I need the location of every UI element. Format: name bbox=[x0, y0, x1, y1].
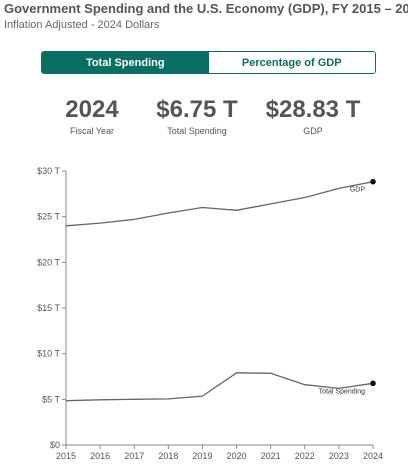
fiscal-year-value: 2024 bbox=[65, 96, 119, 123]
y-axis: $0 $5 T $10 T $15 T $20 T $25 T $30 T bbox=[37, 166, 67, 450]
gdp-endpoint-marker[interactable] bbox=[370, 178, 376, 185]
gdp-series-line bbox=[65, 181, 374, 227]
y-tick-label: $15 T bbox=[37, 303, 60, 313]
total-spending-endpoint-marker[interactable] bbox=[370, 380, 376, 387]
gdp-stat: $28.83 T GDP bbox=[258, 96, 368, 136]
fiscal-year-stat: 2024 Fiscal Year bbox=[37, 96, 147, 136]
y-tick-label: $20 T bbox=[37, 257, 60, 267]
gdp-value: $28.83 T bbox=[265, 96, 361, 123]
x-tick-label: 2019 bbox=[192, 451, 212, 461]
page-subtitle: Inflation Adjusted - 2024 Dollars bbox=[4, 19, 160, 31]
view-toggle: Total Spending Percentage of GDP bbox=[41, 51, 376, 74]
gdp-label: GDP bbox=[303, 126, 323, 136]
x-tick-label: 2020 bbox=[227, 451, 247, 461]
x-tick-label: 2021 bbox=[261, 451, 281, 461]
total-spending-label: Total Spending bbox=[167, 126, 227, 136]
y-tick-label: $0 bbox=[50, 440, 60, 450]
gdp-series-label: GDP bbox=[350, 187, 366, 194]
percentage-of-gdp-toggle-button[interactable]: Percentage of GDP bbox=[208, 52, 375, 73]
x-tick-label: 2022 bbox=[295, 451, 315, 461]
x-tick-label: 2017 bbox=[124, 451, 144, 461]
total-spending-series-line bbox=[65, 372, 374, 402]
y-tick-label: $5 T bbox=[42, 394, 60, 404]
chart-series: GDP Total Spending bbox=[65, 178, 376, 402]
x-tick-label: 2023 bbox=[329, 451, 349, 461]
y-tick-label: $25 T bbox=[37, 212, 60, 222]
total-spending-toggle-button[interactable]: Total Spending bbox=[42, 52, 209, 73]
y-tick-label: $10 T bbox=[37, 349, 60, 359]
y-tick-label: $30 T bbox=[37, 166, 60, 176]
line-chart: $0 $5 T $10 T $15 T $20 T $25 T $30 T 2015 2016… bbox=[37, 166, 383, 461]
x-tick-label: 2015 bbox=[56, 451, 76, 461]
total-spending-series-label: Total Spending bbox=[319, 388, 365, 395]
x-tick-label: 2024 bbox=[363, 451, 383, 461]
total-spending-value: $6.75 T bbox=[156, 96, 238, 123]
page-title: Government Spending and the U.S. Economy… bbox=[4, 1, 408, 16]
x-tick-label: 2016 bbox=[90, 451, 110, 461]
fiscal-year-label: Fiscal Year bbox=[69, 126, 115, 136]
x-tick-label: 2018 bbox=[158, 451, 178, 461]
total-spending-stat: $6.75 T Total Spending bbox=[142, 96, 252, 136]
x-axis: 2015 2016 2017 2018 2019 2020 2021 2022 2023 2024 bbox=[56, 444, 383, 461]
